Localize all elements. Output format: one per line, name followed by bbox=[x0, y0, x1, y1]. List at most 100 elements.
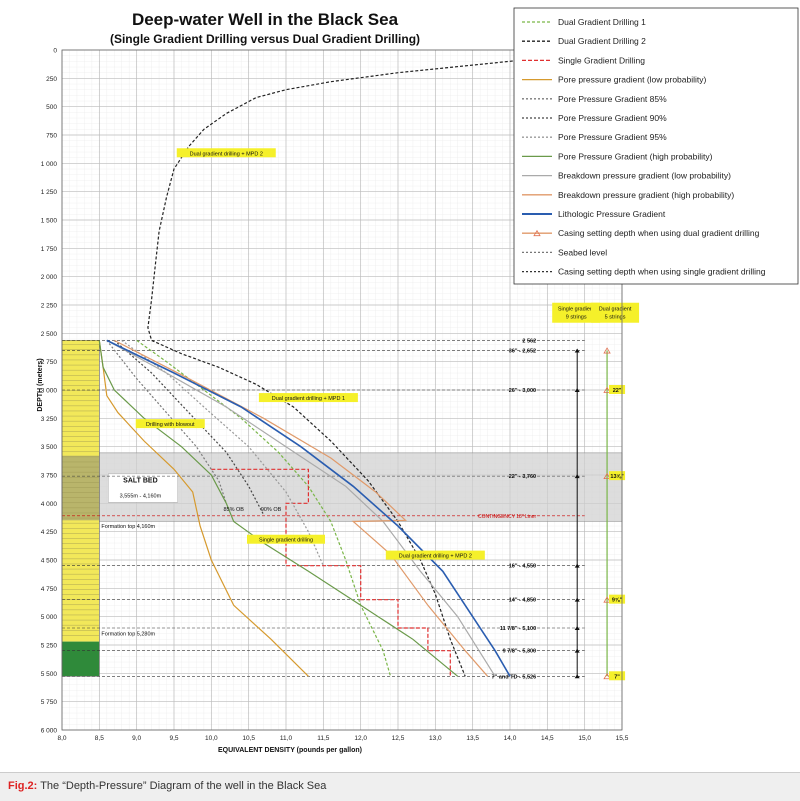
y-tick-label: 500 bbox=[46, 104, 57, 111]
strat-grey bbox=[62, 455, 100, 521]
single-gradient-header-text: 9 strings bbox=[566, 315, 587, 321]
x-tick-label: 14,0 bbox=[504, 735, 517, 742]
formation-label: Formation top 5,280m bbox=[101, 632, 155, 638]
y-tick-label: 5 000 bbox=[41, 614, 58, 621]
single-gradient-header-bg bbox=[552, 302, 601, 323]
single-casing-marker bbox=[574, 388, 580, 392]
legend-entry: Pore pressure gradient (low probability) bbox=[558, 75, 707, 85]
salt-bed-rect bbox=[99, 452, 623, 522]
dual-casing-label: 9⅝" bbox=[612, 598, 623, 604]
dual-gradient-header-text: 5 strings bbox=[605, 315, 626, 321]
stratigraphy-column: Formation top 4,160m Formation top 5,280m bbox=[61, 340, 156, 677]
y-tick-label: 2 250 bbox=[41, 303, 58, 310]
casing-label: CONTINGENCY 18" Liner bbox=[478, 514, 536, 520]
legend: Dual Gradient Drilling 1 Dual Gradient Dr… bbox=[513, 7, 799, 285]
x-tick-label: 8,5 bbox=[95, 735, 104, 742]
legend-entry: Pore Pressure Gradient (high probability… bbox=[558, 151, 713, 161]
series-line bbox=[113, 339, 265, 515]
annotation-label: 85% OB bbox=[223, 507, 244, 513]
y-tick-label: 0 bbox=[53, 48, 57, 55]
casing-label: 36" - 2,652 bbox=[509, 349, 536, 355]
y-tick-label: 3 000 bbox=[41, 388, 58, 395]
y-tick-label: 6 000 bbox=[41, 728, 58, 735]
annotation-bg bbox=[385, 550, 485, 560]
dual-casing-label: 13⅝" bbox=[610, 474, 624, 480]
y-tick-label: 4 250 bbox=[41, 529, 58, 536]
y-tick-label: 1 250 bbox=[41, 189, 58, 196]
x-tick-label: 12,5 bbox=[392, 735, 405, 742]
y-tick-label: 4 500 bbox=[41, 558, 58, 565]
x-tick-label: 11,0 bbox=[280, 735, 293, 742]
figure-caption: Fig.2: The “Depth-Pressure” Diagram of t… bbox=[8, 780, 326, 792]
dual-casing-marker bbox=[603, 673, 611, 680]
dual-casing-label: 22" bbox=[613, 388, 622, 394]
y-tick-label: 750 bbox=[46, 133, 57, 140]
casing-label: 9 7/8" - 5,300 bbox=[503, 649, 537, 655]
y-tick-label: 1 750 bbox=[41, 246, 58, 253]
series-line bbox=[147, 49, 608, 677]
x-tick-label: 13,0 bbox=[429, 735, 442, 742]
depth-pressure-chart: Deep-water Well in the Black Sea (Single… bbox=[37, 7, 799, 754]
dual-casing-label-bg bbox=[609, 594, 626, 604]
annotation-label: Dual gradient drilling + MPD 2 bbox=[190, 151, 263, 157]
y-tick-label: 2 000 bbox=[41, 274, 58, 281]
annotation-label: Single gradient drilling bbox=[259, 538, 313, 544]
x-tick-label: 11,5 bbox=[317, 735, 330, 742]
salt-bed-band: SALT BED 3,555m - 4,160m bbox=[99, 452, 623, 522]
salt-bed-label-box bbox=[108, 473, 178, 503]
strat-green bbox=[62, 641, 100, 677]
y-tick-label: 4 750 bbox=[41, 586, 58, 593]
dual-casing-marker bbox=[603, 596, 611, 603]
casing-label: 22" - 3,760 bbox=[509, 474, 536, 480]
series-line bbox=[106, 339, 511, 677]
x-tick-label: 10,0 bbox=[205, 735, 218, 742]
y-tick-label: 1 500 bbox=[41, 218, 58, 225]
y-tick-label: 5 500 bbox=[41, 671, 58, 678]
formation-label: Formation top 4,160m bbox=[101, 524, 155, 530]
series-line bbox=[98, 340, 309, 677]
single-casing-marker bbox=[574, 648, 580, 653]
x-tick-label: 9,5 bbox=[169, 735, 178, 742]
series-line bbox=[106, 339, 496, 677]
legend-marker bbox=[533, 229, 541, 237]
x-tick-label: 10,5 bbox=[242, 735, 255, 742]
dual-gradient-header-text: Dual gradient bbox=[599, 307, 632, 313]
casing-label: 26" - 3,000 bbox=[509, 388, 536, 394]
dual-casing-label-bg bbox=[609, 471, 626, 481]
series-line bbox=[98, 340, 459, 677]
series-line bbox=[211, 468, 451, 677]
legend-entry: Breakdown pressure gradient (low probabi… bbox=[558, 171, 731, 181]
salt-bed-label: SALT BED bbox=[123, 478, 157, 485]
casing-label: 11 7/8" - 5,100 bbox=[500, 626, 536, 632]
y-tick-label: 2 500 bbox=[41, 331, 58, 338]
dual-casing-label: 7" bbox=[614, 674, 620, 680]
y-tick-label: 5 250 bbox=[41, 643, 58, 650]
x-tick-label: 8,0 bbox=[57, 735, 66, 742]
salt-bed-range: 3,555m - 4,160m bbox=[120, 493, 162, 499]
single-casing-marker bbox=[574, 597, 580, 602]
single-casing-marker bbox=[574, 674, 580, 679]
chart-subtitle: (Single Gradient Drilling versus Dual Gr… bbox=[110, 32, 420, 46]
legend-entry: Casing setting depth when using dual gra… bbox=[558, 228, 760, 238]
x-tick-label: 13,5 bbox=[466, 735, 479, 742]
casing-label: 2 562 bbox=[522, 338, 536, 344]
y-tick-label: 3 750 bbox=[41, 473, 58, 480]
caption-text: The “Depth-Pressure” Diagram of the well… bbox=[37, 780, 327, 792]
dual-casing-marker bbox=[603, 386, 611, 393]
annotation-bg bbox=[176, 148, 276, 158]
caption-prefix: Fig.2: bbox=[8, 780, 38, 792]
dual-casing-marker bbox=[603, 472, 611, 480]
y-tick-label: 5 750 bbox=[41, 699, 58, 706]
dual-casing-label-bg bbox=[609, 385, 626, 394]
annotation-bg bbox=[258, 393, 358, 403]
dual-gradient-header-bg bbox=[591, 302, 640, 323]
casing-label: 7" and TD - 5,526 bbox=[492, 674, 536, 680]
casing-label: 16" - 4,550 bbox=[509, 564, 536, 570]
chart-title: Deep-water Well in the Black Sea bbox=[132, 10, 399, 29]
legend-entry: Lithologic Pressure Gradient bbox=[558, 209, 666, 219]
y-axis-label: DEPTH (meters) bbox=[37, 358, 44, 411]
annotation-bg bbox=[135, 419, 205, 429]
legend-entry: Pore Pressure Gradient 95% bbox=[558, 132, 667, 142]
legend-box bbox=[513, 7, 799, 285]
annotation-label: Dual gradient drilling + MPD 1 bbox=[272, 396, 345, 402]
